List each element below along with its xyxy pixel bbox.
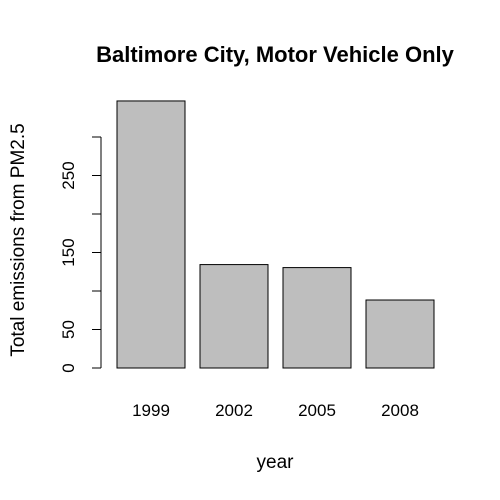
x-tick-label-2008: 2008 xyxy=(381,401,419,420)
bar-2002 xyxy=(199,264,269,369)
x-tick-label-2005: 2005 xyxy=(298,401,336,420)
bar-1999 xyxy=(116,100,186,369)
y-tick-label-150: 150 xyxy=(59,238,78,266)
bars xyxy=(116,100,435,369)
y-axis: 0 50 150 250 xyxy=(59,136,102,373)
chart-title: Baltimore City, Motor Vehicle Only xyxy=(96,42,455,67)
x-axis-label: year xyxy=(257,452,295,473)
bar-2008 xyxy=(365,299,435,369)
y-tick-label-0: 0 xyxy=(59,363,78,372)
y-tick-label-250: 250 xyxy=(59,161,78,189)
y-tick-label-50: 50 xyxy=(59,320,78,339)
x-tick-label-1999: 1999 xyxy=(132,401,170,420)
y-axis-label: Total emissions from PM2.5 xyxy=(8,123,29,356)
x-tick-labels: 1999 2002 2005 2008 xyxy=(132,401,419,420)
x-tick-label-2002: 2002 xyxy=(215,401,253,420)
bar-2005 xyxy=(282,267,352,369)
